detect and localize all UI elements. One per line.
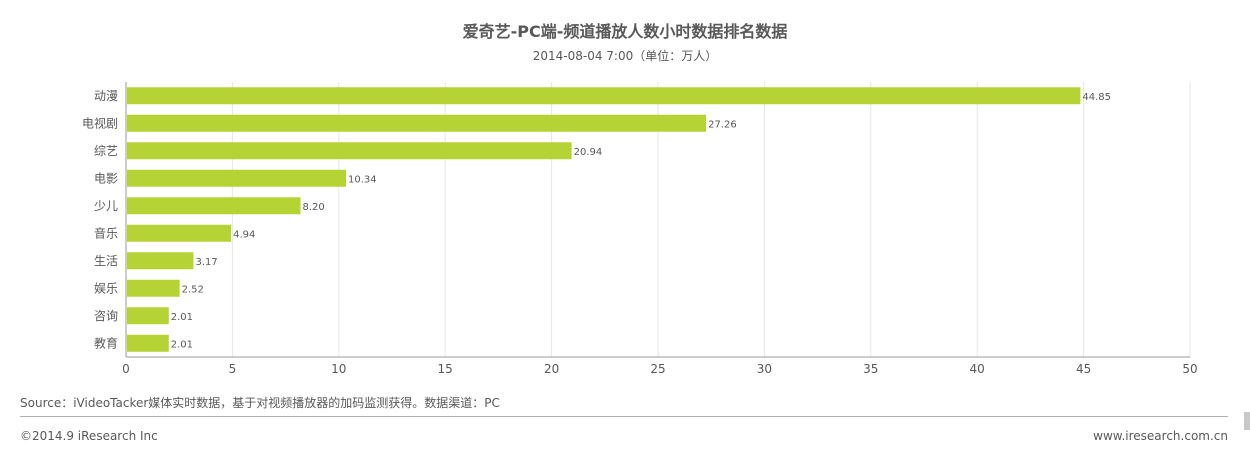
x-tick-label: 10 — [331, 362, 346, 376]
x-tick-label: 40 — [970, 362, 985, 376]
value-label: 10.34 — [348, 174, 377, 185]
bar — [127, 224, 232, 242]
footer-divider — [20, 416, 1228, 417]
bar — [127, 169, 347, 187]
x-tick-label: 5 — [229, 362, 237, 376]
value-label: 8.20 — [302, 202, 324, 213]
value-label: 4.94 — [233, 229, 255, 240]
value-label: 44.85 — [1082, 92, 1111, 103]
bar — [127, 334, 169, 352]
category-label: 咨询 — [94, 308, 118, 323]
website-text: www.iresearch.com.cn — [1093, 429, 1228, 443]
bar — [127, 252, 194, 270]
category-label: 电影 — [94, 171, 118, 185]
source-note: Source：iVideoTacker媒体实时数据，基于对视频播放器的加码监测获… — [20, 396, 500, 410]
x-tick-label: 0 — [122, 362, 130, 376]
value-label: 2.01 — [171, 339, 193, 350]
category-label: 综艺 — [94, 144, 118, 158]
value-label: 20.94 — [574, 147, 603, 158]
category-label: 教育 — [94, 335, 118, 350]
x-tick-label: 50 — [1182, 362, 1197, 376]
bar — [127, 114, 707, 132]
value-label: 27.26 — [708, 119, 737, 130]
category-label: 生活 — [94, 254, 118, 268]
chart-title: 爱奇艺-PC端-频道播放人数小时数据排名数据 — [462, 22, 788, 41]
x-tick-label: 45 — [1076, 362, 1091, 376]
bar — [127, 279, 180, 297]
bar — [127, 142, 572, 160]
bar — [127, 87, 1081, 105]
value-label: 2.52 — [182, 284, 204, 295]
category-label: 电视剧 — [82, 115, 118, 130]
x-tick-label: 35 — [863, 362, 878, 376]
bar — [127, 307, 169, 325]
x-tick-label: 15 — [438, 362, 453, 376]
x-tick-label: 25 — [650, 362, 665, 376]
value-label: 2.01 — [171, 312, 193, 323]
category-label: 动漫 — [94, 89, 118, 103]
copyright-text: ©2014.9 iResearch Inc — [20, 429, 158, 443]
category-label: 娱乐 — [94, 281, 118, 295]
x-tick-label: 20 — [544, 362, 559, 376]
x-tick-label: 30 — [757, 362, 772, 376]
edge-marker — [1244, 412, 1250, 430]
category-label: 音乐 — [94, 225, 118, 240]
value-label: 3.17 — [195, 257, 217, 268]
bar-chart: 0 5 10 15 20 25 30 35 40 45 50 动漫 44.85 电视剧 27.26 综艺 20.… — [82, 82, 1198, 376]
category-label: 少儿 — [94, 199, 118, 213]
bar — [127, 197, 301, 215]
chart-subtitle: 2014-08-04 7:00（单位：万人） — [532, 49, 718, 63]
